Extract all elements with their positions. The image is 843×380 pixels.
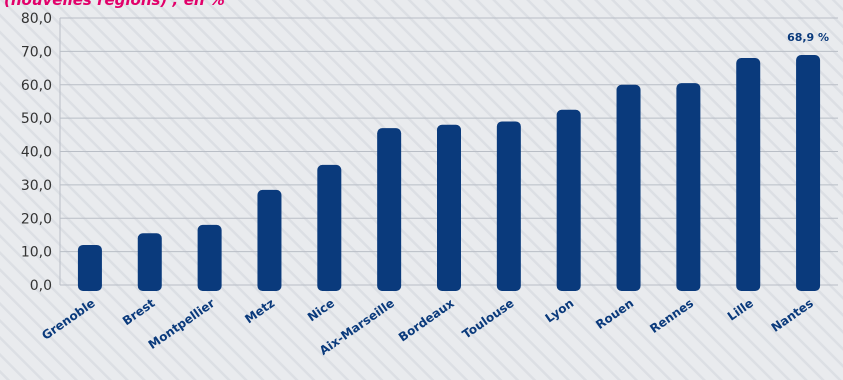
bar-metz — [257, 189, 282, 291]
y-tick-label: 10,0 — [21, 245, 52, 261]
chart-title: (nouvelles régions) ; en % — [4, 0, 225, 9]
bar-toulouse — [496, 121, 521, 292]
bar-nice — [317, 164, 342, 291]
y-tick-label: 40,0 — [21, 145, 52, 161]
y-tick-label: 0,0 — [30, 278, 52, 294]
y-tick-label: 70,0 — [21, 44, 52, 60]
bar-lille — [736, 58, 761, 291]
bar-brest — [137, 233, 162, 291]
bar-montpellier — [197, 224, 222, 291]
bar-rouen — [616, 84, 641, 291]
data-label: 68,9 % — [787, 31, 829, 44]
bar-nantes — [796, 55, 821, 291]
y-tick-label: 30,0 — [21, 178, 52, 194]
bar-rennes — [676, 83, 701, 291]
axis-layer: 0,0 10,0 20,0 30,0 40,0 50,0 60,0 70,0 80,0 — [21, 11, 61, 294]
y-tick-label: 20,0 — [21, 211, 52, 227]
bar-bordeaux — [437, 124, 461, 291]
bar-layer — [77, 55, 821, 292]
y-tick-label: 50,0 — [21, 111, 52, 127]
bar-lyon — [556, 109, 581, 291]
y-tick-label: 60,0 — [21, 78, 52, 94]
y-tick-label: 80,0 — [21, 11, 52, 27]
bar-aix-marseille — [377, 128, 402, 291]
bar-grenoble — [77, 244, 102, 291]
